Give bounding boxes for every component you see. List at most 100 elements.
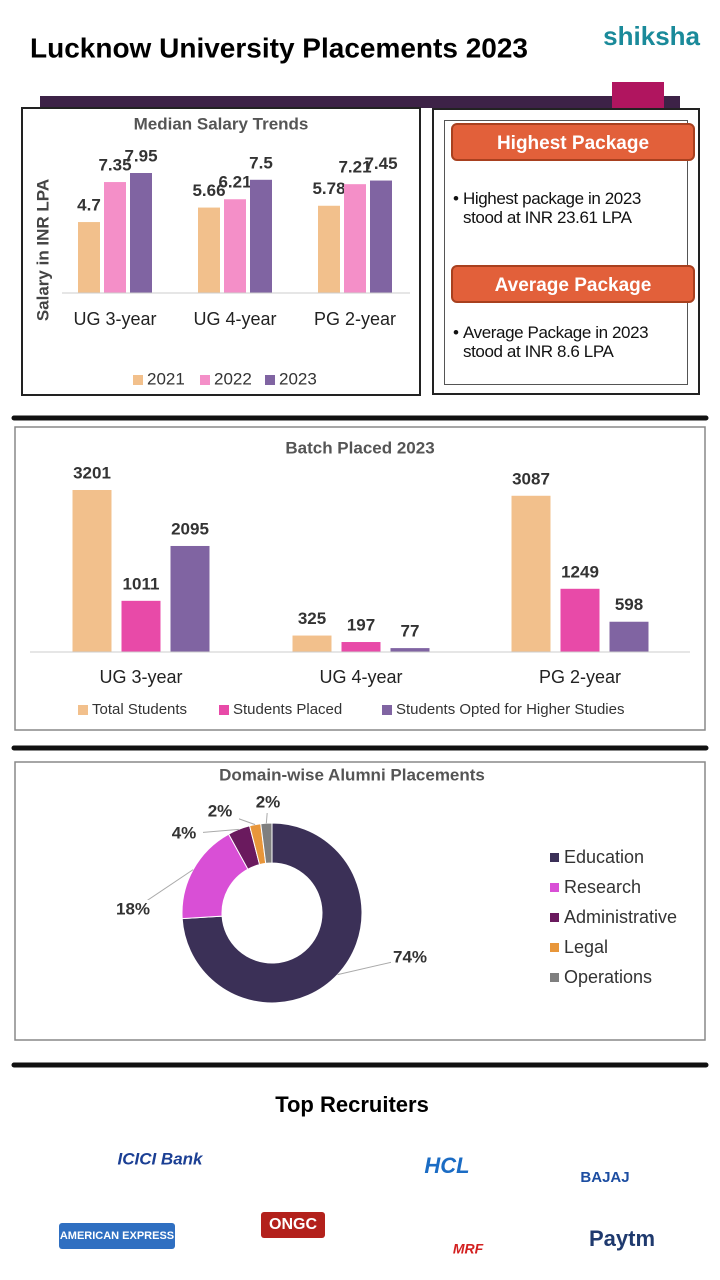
slice bbox=[181, 822, 363, 1004]
legend-swatch bbox=[200, 375, 210, 385]
value-label: 7.35 bbox=[98, 156, 131, 175]
top-band-accent bbox=[612, 82, 664, 108]
legend-swatch bbox=[550, 973, 559, 982]
bar bbox=[121, 600, 161, 652]
recruiter-logo: ONGC bbox=[269, 1216, 317, 1233]
legend-swatch bbox=[550, 853, 559, 862]
legend-label: Total Students bbox=[92, 701, 187, 718]
slice bbox=[260, 822, 273, 864]
value-label: 197 bbox=[347, 616, 375, 635]
recruiter-logo: Paytm bbox=[589, 1226, 655, 1251]
legend-label: 2021 bbox=[147, 369, 185, 388]
legend-swatch bbox=[265, 375, 275, 385]
label-bg bbox=[201, 802, 239, 822]
bar bbox=[341, 642, 381, 652]
bar bbox=[72, 490, 112, 652]
label-bg bbox=[249, 793, 287, 813]
info-text: Average Package in 2023 stood at INR 8.6… bbox=[453, 323, 678, 361]
bar bbox=[198, 207, 220, 293]
legend-label: Research bbox=[564, 877, 641, 897]
value-label: 3201 bbox=[73, 463, 111, 482]
y-axis-label: Salary in INR LPA bbox=[33, 179, 52, 321]
value-label: 5.66 bbox=[192, 181, 225, 200]
legend-swatch bbox=[133, 375, 143, 385]
legend-swatch bbox=[550, 913, 559, 922]
legend-label: Students Opted for Higher Studies bbox=[396, 701, 624, 718]
value-label: 77 bbox=[401, 622, 420, 641]
logo-bg bbox=[59, 1223, 175, 1249]
package-box: Highest Package Highest package in 2023 … bbox=[432, 108, 700, 395]
legend-swatch bbox=[219, 705, 229, 715]
x-tick-label: UG 3-year bbox=[99, 667, 182, 687]
bar bbox=[370, 180, 392, 293]
value-label: 2% bbox=[256, 792, 281, 811]
bar bbox=[78, 222, 100, 293]
recruiter-logo: MRF bbox=[453, 1241, 484, 1257]
legend-label: Students Placed bbox=[233, 701, 342, 718]
logo-bg bbox=[261, 1212, 325, 1238]
bar bbox=[292, 635, 332, 652]
bar bbox=[318, 205, 340, 293]
chart-title: Median Salary Trends bbox=[134, 114, 309, 133]
legend-label: 2022 bbox=[214, 369, 252, 388]
recruiters-title: Top Recruiters bbox=[275, 1092, 429, 1117]
value-label: 7.21 bbox=[338, 158, 371, 177]
bar bbox=[130, 173, 152, 293]
value-label: 4% bbox=[172, 823, 197, 842]
label-bg bbox=[114, 900, 152, 920]
info-heading: Average Package bbox=[451, 265, 695, 303]
recruiter-logo: BAJAJ bbox=[580, 1169, 629, 1186]
x-tick-label: UG 4-year bbox=[193, 309, 276, 329]
recruiter-logo: ICICI Bank bbox=[117, 1149, 204, 1168]
value-label: 325 bbox=[298, 609, 326, 628]
value-label: 7.5 bbox=[249, 153, 273, 172]
info-heading: Highest Package bbox=[451, 123, 695, 161]
legend-swatch bbox=[382, 705, 392, 715]
bar bbox=[224, 199, 246, 293]
legend-label: Education bbox=[564, 847, 644, 867]
legend-label: Operations bbox=[564, 967, 652, 987]
bar bbox=[170, 545, 210, 652]
page-title: Lucknow University Placements 2023 bbox=[30, 32, 528, 63]
value-label: 3087 bbox=[512, 469, 550, 488]
value-label: 7.95 bbox=[124, 146, 157, 165]
top-band bbox=[40, 96, 680, 108]
bar bbox=[344, 184, 366, 293]
info-text: Highest package in 2023 stood at INR 23.… bbox=[453, 189, 678, 227]
bar bbox=[560, 588, 600, 652]
label-bg bbox=[391, 948, 429, 968]
batch-panel bbox=[14, 426, 706, 731]
value-label: 5.78 bbox=[312, 179, 345, 198]
legend-label: Administrative bbox=[564, 907, 677, 927]
bar bbox=[250, 179, 272, 293]
value-label: 18% bbox=[116, 899, 150, 918]
recruiter-logo: HCL bbox=[424, 1153, 469, 1178]
x-tick-label: PG 2-year bbox=[539, 667, 621, 687]
value-label: 74% bbox=[393, 947, 427, 966]
x-tick-label: UG 4-year bbox=[319, 667, 402, 687]
brand-logo: shiksha bbox=[603, 21, 700, 51]
x-tick-label: UG 3-year bbox=[73, 309, 156, 329]
bar bbox=[511, 495, 551, 652]
legend-swatch bbox=[550, 883, 559, 892]
x-tick-label: PG 2-year bbox=[314, 309, 396, 329]
chart-title: Domain-wise Alumni Placements bbox=[219, 765, 485, 784]
legend-swatch bbox=[550, 943, 559, 952]
recruiter-logo: AMERICAN EXPRESS bbox=[60, 1230, 174, 1242]
value-label: 7.45 bbox=[364, 154, 397, 173]
label-bg bbox=[165, 824, 203, 844]
legend-label: 2023 bbox=[279, 369, 317, 388]
bar bbox=[390, 648, 430, 652]
value-label: 6.21 bbox=[218, 173, 251, 192]
value-label: 598 bbox=[615, 595, 643, 614]
value-label: 1249 bbox=[561, 562, 599, 581]
legend-label: Legal bbox=[564, 937, 608, 957]
value-label: 1011 bbox=[123, 574, 160, 593]
bar bbox=[609, 621, 649, 652]
value-label: 2% bbox=[208, 801, 233, 820]
bar bbox=[104, 182, 126, 293]
value-label: 4.7 bbox=[77, 196, 101, 215]
legend-swatch bbox=[78, 705, 88, 715]
